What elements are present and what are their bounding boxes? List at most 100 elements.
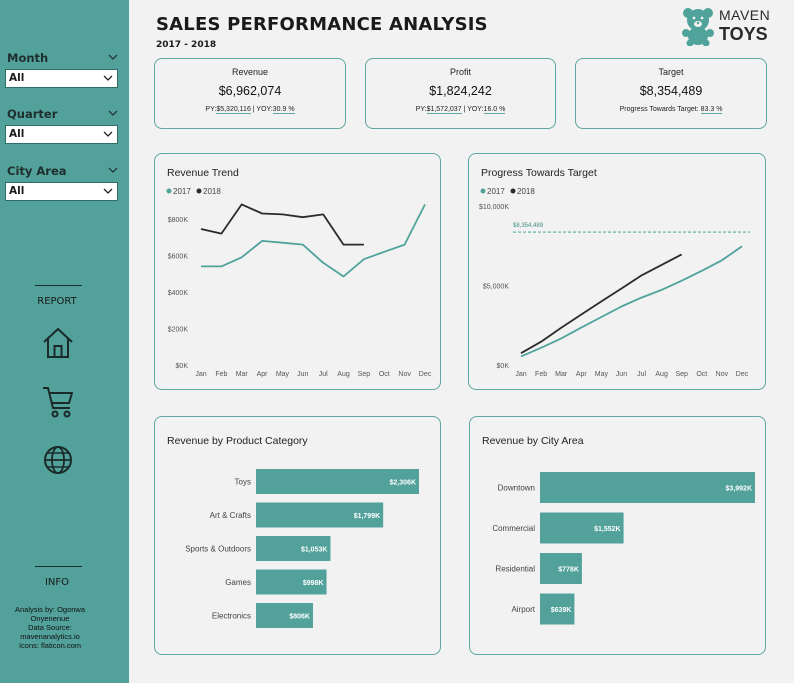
kpi-card-profit: Profit $1,824,242 PY:$1,572,037 | YOY:16… [365, 58, 556, 129]
bar [256, 603, 313, 628]
logo-maven: MAVEN [719, 7, 771, 23]
revenue-trend-chart: 2017 2018 $0K $200K $400K $600K $800K Jan Feb Mar… [166, 187, 432, 378]
y-tick-label: $10,000K [479, 204, 509, 211]
filter-label-month: Month [7, 51, 49, 65]
x-tick-label: Apr [257, 371, 269, 378]
kpi-card-revenue: Revenue $6,962,074 PY:$5,320,116 | YOY:3… [154, 58, 346, 129]
month-select-value: All [9, 72, 25, 84]
progress-target-chart: 2017 2018 $0K $5,000K $10,000K Jan Feb Mar Apr Ma… [479, 187, 750, 378]
bar [540, 512, 624, 544]
y-tick-label: $0K [176, 363, 189, 370]
x-tick-label: Sep [358, 371, 371, 378]
legend-marker-2017 [480, 188, 486, 194]
kpi-card-target: Target $8,354,489 Progress Towards Targe… [575, 58, 767, 129]
kpi-value: $8,354,489 [639, 84, 703, 98]
chart-title: Revenue by Product Category [167, 435, 308, 447]
quarter-select[interactable]: All [5, 125, 118, 144]
chart-title: Revenue by City Area [482, 435, 584, 447]
kpi-value: $1,824,242 [429, 84, 492, 98]
globe-icon[interactable] [40, 442, 76, 478]
bar-category-label: Airport [511, 605, 535, 614]
info-label[interactable]: INFO [44, 577, 70, 588]
x-tick-label: Aug [337, 371, 350, 378]
y-tick-label: $200K [168, 327, 189, 334]
legend-label-2017: 2017 [173, 187, 191, 196]
chevron-down-icon [103, 75, 113, 81]
x-tick-label: Oct [379, 371, 390, 378]
series-line-2018 [200, 203, 364, 246]
x-tick-label: Mar [555, 371, 568, 378]
info-divider [35, 566, 82, 567]
city-area-card: Revenue by City Area Downtown $3,992K Comm… [469, 416, 766, 655]
bar-value-label: $1,799K [354, 513, 380, 520]
x-tick-label: Nov [716, 371, 729, 378]
city-area-bar-chart: Downtown $3,992K Commercial $1,552K Resident… [492, 472, 755, 625]
quarter-select-value: All [9, 128, 25, 140]
bar-value-label: $806K [289, 614, 310, 621]
x-tick-label: Jan [195, 371, 206, 378]
y-tick-label: $400K [168, 290, 189, 297]
legend-marker-2018 [510, 188, 516, 194]
bar-category-label: Downtown [498, 484, 535, 493]
x-tick-label: Apr [576, 371, 588, 378]
series-line-2017 [520, 245, 743, 358]
bar-category-label: Residential [495, 565, 535, 574]
x-tick-label: Aug [655, 371, 668, 378]
page-title: SALES PERFORMANCE ANALYSIS [156, 14, 488, 35]
y-tick-label: $800K [168, 217, 189, 224]
x-tick-label: Feb [535, 371, 547, 378]
x-tick-label: Oct [696, 371, 707, 378]
report-label: REPORT [37, 296, 77, 307]
chevron-down-icon [103, 131, 113, 137]
legend-label-2018: 2018 [203, 187, 221, 196]
bar-value-label: $1,053K [301, 547, 327, 554]
month-select[interactable]: All [5, 69, 118, 88]
target-label: $8,354,489 [513, 223, 544, 229]
x-tick-label: Nov [398, 371, 411, 378]
report-divider [35, 285, 82, 286]
kpi-label: Target [658, 67, 684, 77]
bar-value-label: $778K [558, 567, 579, 574]
series-line-2017 [201, 203, 426, 278]
y-tick-label: $600K [168, 254, 189, 261]
city-area-select-value: All [9, 185, 25, 197]
credit-source: Data Source: mavenanalytics.io [20, 623, 80, 641]
category-card: Revenue by Product Category Toys $2,306K A… [154, 416, 441, 655]
teddy-bear-icon [682, 8, 714, 46]
bar-category-label: Electronics [212, 612, 251, 621]
chevron-down-icon[interactable] [108, 166, 118, 174]
bar-category-label: Sports & Outdoors [185, 545, 251, 554]
cart-icon[interactable] [40, 384, 76, 420]
chevron-down-icon[interactable] [108, 53, 118, 61]
legend-marker-2018 [196, 188, 202, 194]
bar-category-label: Commercial [492, 524, 535, 533]
x-tick-label: Jun [297, 371, 308, 378]
bar [540, 593, 575, 625]
x-tick-label: Jul [637, 371, 646, 378]
bar-value-label: $1,552K [594, 526, 620, 533]
bar [540, 472, 755, 503]
bar-value-label: $2,306K [390, 480, 416, 487]
chevron-down-icon[interactable] [108, 109, 118, 117]
series-line-2018 [520, 253, 683, 354]
x-tick-label: Jul [319, 371, 328, 378]
legend-marker-2017 [166, 188, 172, 194]
y-tick-label: $0K [497, 363, 510, 370]
bar-value-label: $3,992K [726, 486, 752, 493]
kpi-label: Profit [449, 67, 471, 77]
page-subtitle: 2017 - 2018 [156, 40, 217, 50]
x-tick-label: Mar [236, 371, 249, 378]
home-icon[interactable] [40, 325, 76, 361]
kpi-label: Revenue [231, 67, 269, 77]
y-tick-label: $5,000K [483, 284, 509, 291]
x-tick-label: Jan [515, 371, 526, 378]
filter-label-quarter: Quarter [7, 107, 58, 121]
city-area-select[interactable]: All [5, 182, 118, 201]
bar-value-label: $998K [303, 580, 324, 587]
x-tick-label: May [595, 371, 609, 378]
bar-value-label: $639K [551, 607, 572, 614]
x-tick-label: Dec [419, 371, 432, 378]
bar [256, 536, 331, 561]
x-tick-label: Dec [736, 371, 749, 378]
credits: Analysis by: Ogonwa Onyenenue Data Sourc… [0, 605, 100, 650]
